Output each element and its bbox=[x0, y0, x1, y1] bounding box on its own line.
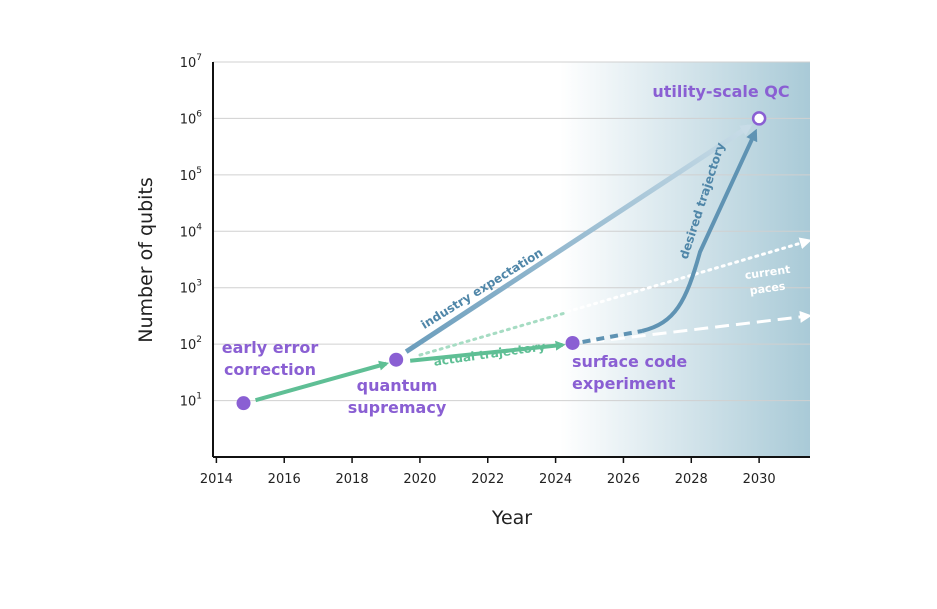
y-tick-base: 10 bbox=[180, 338, 197, 353]
y-axis-title: Number of qubits bbox=[135, 177, 157, 343]
current-paces-label: paces bbox=[749, 280, 787, 298]
milestone-label: surface code bbox=[572, 352, 687, 371]
y-tick-exponent: 3 bbox=[196, 279, 202, 289]
y-tick-base: 10 bbox=[180, 112, 197, 127]
milestone-point bbox=[565, 335, 580, 350]
milestone-label: supremacy bbox=[348, 398, 447, 417]
actual-trajectory-segment-1 bbox=[254, 360, 390, 403]
y-tick-exponent: 5 bbox=[196, 166, 202, 176]
y-tick-label: 105 bbox=[180, 166, 202, 184]
milestone-label: utility-scale QC bbox=[652, 82, 789, 101]
x-axis-title: Year bbox=[491, 507, 532, 529]
y-tick-exponent: 7 bbox=[196, 53, 202, 63]
x-tick-label: 2020 bbox=[403, 472, 436, 487]
x-tick-label: 2022 bbox=[471, 472, 504, 487]
industry-expectation-arrow bbox=[404, 124, 753, 354]
x-tick-label: 2016 bbox=[268, 472, 301, 487]
y-tick-base: 10 bbox=[180, 282, 197, 297]
milestone-markers bbox=[236, 111, 767, 411]
current-pace-dotted-arrow bbox=[418, 237, 812, 357]
y-tick-base: 10 bbox=[180, 395, 197, 410]
gridlines bbox=[213, 61, 810, 402]
x-tick-label: 2014 bbox=[200, 472, 233, 487]
actual-trajectory-segment-2 bbox=[409, 340, 566, 363]
y-tick-label: 101 bbox=[180, 392, 202, 410]
milestone-point bbox=[236, 396, 251, 411]
y-tick-exponent: 4 bbox=[196, 222, 202, 232]
y-tick-label: 103 bbox=[180, 279, 202, 297]
industry-expectation-label: industry expectation bbox=[418, 245, 545, 331]
y-tick-label: 107 bbox=[180, 53, 202, 71]
milestone-label: early error bbox=[222, 338, 319, 357]
current-pace-dashed-arrow bbox=[589, 310, 812, 344]
x-tick-label: 2018 bbox=[336, 472, 369, 487]
x-tick-label: 2026 bbox=[607, 472, 640, 487]
y-tick-base: 10 bbox=[180, 225, 197, 240]
y-tick-exponent: 2 bbox=[196, 335, 202, 345]
x-tick-label: 2030 bbox=[743, 472, 776, 487]
milestone-point bbox=[389, 352, 404, 367]
desired-trajectory-dashed-start bbox=[582, 329, 643, 344]
future-shaded-region bbox=[560, 62, 810, 457]
milestone-label: experiment bbox=[572, 374, 676, 393]
y-tick-label: 102 bbox=[180, 335, 202, 353]
pace-dotted-start bbox=[418, 311, 567, 357]
x-ticks: 2014 2016 2018 2020 2022 2024 2026 2028 2030 bbox=[200, 457, 776, 487]
trajectories bbox=[254, 124, 812, 403]
milestone-label: correction bbox=[224, 360, 316, 379]
y-tick-label: 106 bbox=[180, 109, 203, 127]
current-paces-label: current bbox=[744, 263, 791, 282]
y-tick-base: 10 bbox=[180, 169, 197, 184]
milestone-point-hollow bbox=[751, 111, 767, 126]
x-tick-label: 2028 bbox=[675, 472, 708, 487]
y-tick-exponent: 6 bbox=[196, 109, 202, 119]
x-tick-label: 2024 bbox=[539, 472, 572, 487]
desired-trajectory-arrow bbox=[641, 128, 758, 333]
y-tick-base: 10 bbox=[180, 56, 197, 71]
milestone-label: quantum bbox=[357, 376, 438, 395]
y-tick-exponent: 1 bbox=[196, 392, 202, 402]
y-tick-label: 104 bbox=[180, 222, 203, 240]
